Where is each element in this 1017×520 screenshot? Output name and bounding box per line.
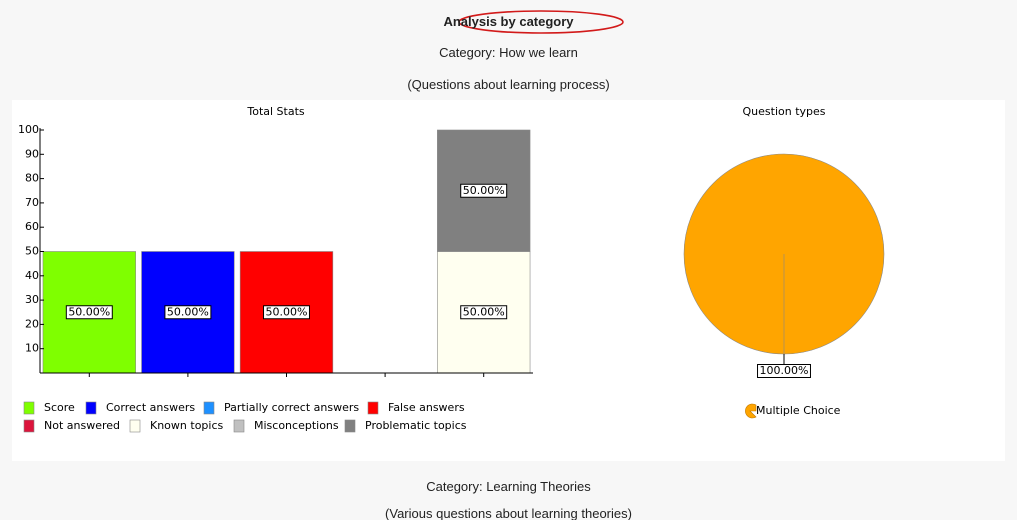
category-description: (Questions about learning process)	[407, 77, 610, 92]
value-label: 100.00%	[760, 364, 809, 377]
legend-swatch	[23, 419, 35, 433]
value-label: 50.00%	[68, 305, 110, 318]
value-label: 50.00%	[463, 184, 505, 197]
charts: Total Stats 50.00% 50.00% 50.00% 50.00% 50.00…	[12, 100, 1005, 461]
legend-label: Problematic topics	[365, 419, 467, 432]
legend-swatch	[129, 419, 141, 433]
legend-label: False answers	[388, 401, 465, 414]
y-tick-label: 40	[25, 269, 39, 282]
legend-label: Multiple Choice	[756, 404, 841, 417]
y-tick-label: 10	[25, 342, 39, 355]
y-tick-label: 30	[25, 293, 39, 306]
title-highlight	[458, 10, 624, 34]
y-tick-label: 100	[18, 123, 39, 136]
next-category-description: (Various questions about learning theori…	[385, 506, 632, 520]
value-label-box	[164, 305, 212, 320]
value-label: 50.00%	[167, 305, 209, 318]
y-tick-label: 90	[25, 147, 39, 160]
legend-swatch	[23, 401, 35, 415]
legend-swatch	[233, 419, 245, 433]
next-category-heading: Category: Learning Theories	[426, 479, 591, 494]
value-label-box	[757, 364, 811, 378]
chart-title: Question types	[743, 105, 826, 118]
legend-swatch	[85, 401, 97, 415]
legend-label: Not answered	[44, 419, 120, 432]
y-tick-label: 20	[25, 317, 39, 330]
y-tick-label: 80	[25, 172, 39, 185]
page-title: Analysis by category	[443, 14, 574, 29]
y-tick-label: 60	[25, 220, 39, 233]
y-tick-label: 50	[25, 245, 39, 258]
highlight-ellipse	[458, 10, 624, 34]
value-label-box	[263, 305, 310, 320]
chart-title: Total Stats	[246, 105, 305, 118]
legend-label: Score	[44, 401, 75, 414]
legend-label: Misconceptions	[254, 419, 339, 432]
legend-swatch	[344, 419, 356, 433]
value-label-box	[460, 305, 508, 320]
legend-label: Known topics	[150, 419, 224, 432]
legend-swatch	[367, 401, 379, 415]
value-label: 50.00%	[266, 305, 308, 318]
value-label-box	[65, 305, 113, 320]
legend-swatch	[203, 401, 215, 415]
legend-icon	[745, 403, 757, 419]
legend-label: Partially correct answers	[224, 401, 359, 414]
y-tick-label: 70	[25, 196, 39, 209]
value-label-box	[460, 183, 508, 198]
legend-label: Correct answers	[106, 401, 195, 414]
category-heading: Category: How we learn	[439, 45, 578, 60]
value-label: 50.00%	[463, 305, 505, 318]
